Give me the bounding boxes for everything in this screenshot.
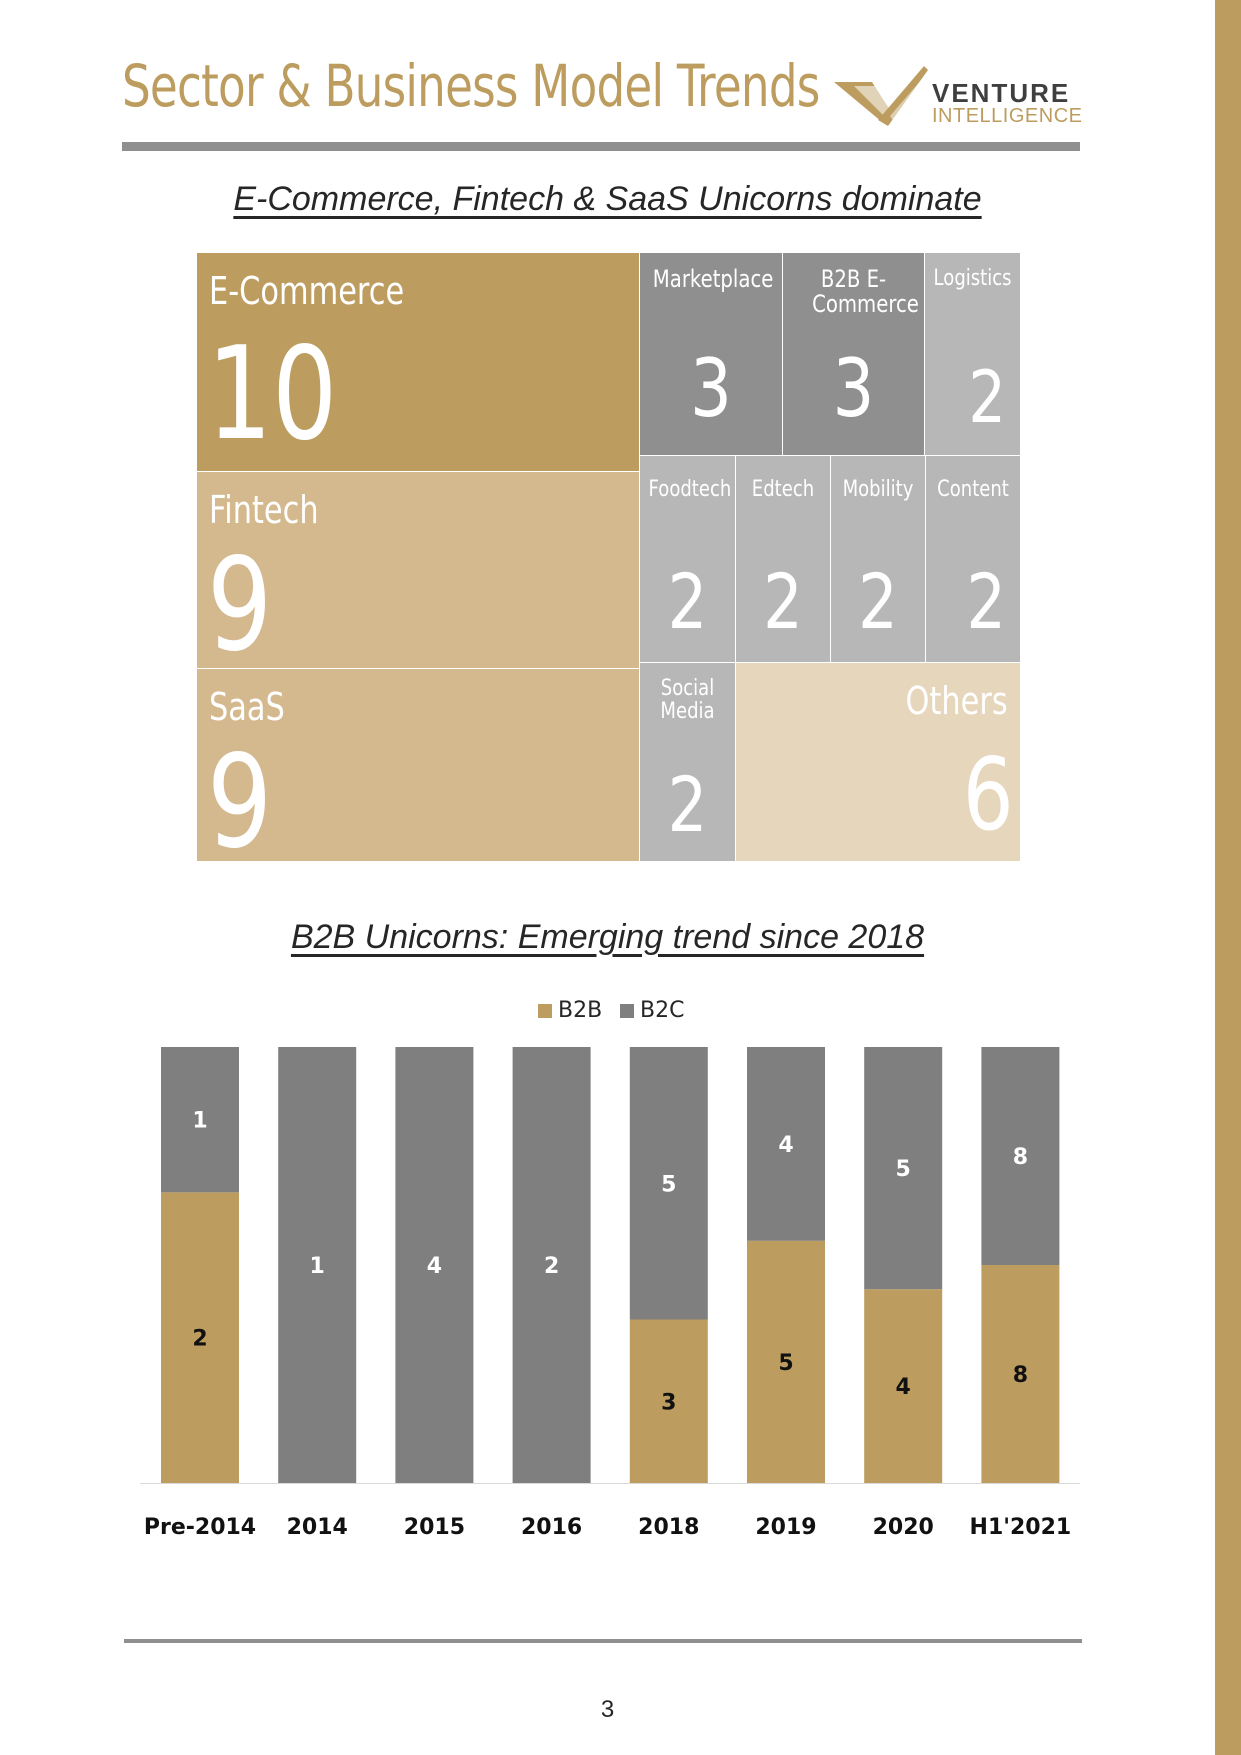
bar-b2b-7 bbox=[981, 1265, 1060, 1483]
header-divider bbox=[122, 142, 1080, 151]
x-tick-label-7: H1'2021 bbox=[970, 1515, 1072, 1540]
treemap-tile-content: Content 2 bbox=[925, 455, 1021, 663]
tile-label: E-Commerce bbox=[209, 269, 405, 313]
tile-value: 3 bbox=[832, 342, 875, 435]
data-label-b2c-5: 4 bbox=[778, 1133, 793, 1158]
bar-b2c-1 bbox=[278, 1047, 357, 1483]
tile-label: Marketplace bbox=[652, 265, 774, 293]
tile-value: 2 bbox=[858, 557, 898, 646]
x-tick-label-2: 2015 bbox=[404, 1515, 465, 1540]
page-title: Sector & Business Model Trends bbox=[122, 52, 820, 120]
treemap-tile-others: Others 6 bbox=[735, 662, 1021, 862]
tile-value: 6 bbox=[963, 736, 1014, 853]
x-tick-label-0: Pre-2014 bbox=[144, 1515, 256, 1540]
treemap-tile-logistics: Logistics 2 bbox=[924, 252, 1021, 456]
data-label-b2b-7: 8 bbox=[1013, 1363, 1028, 1388]
tile-label: Edtech bbox=[751, 477, 815, 502]
tile-value: 2 bbox=[667, 557, 708, 646]
tile-value: 2 bbox=[763, 557, 803, 646]
x-tick-label-5: 2019 bbox=[755, 1515, 816, 1540]
tile-value: 9 bbox=[207, 531, 273, 669]
data-label-b2c-3: 2 bbox=[544, 1254, 559, 1279]
data-label-b2b-4: 3 bbox=[661, 1390, 676, 1415]
x-tick-label-3: 2016 bbox=[521, 1515, 582, 1540]
chart-legend: B2B B2C bbox=[538, 998, 684, 1023]
bar-b2c-3 bbox=[512, 1047, 591, 1483]
bar-b2c-5 bbox=[747, 1047, 825, 1241]
bar-b2b-5 bbox=[747, 1240, 825, 1483]
tile-label: Social Media bbox=[660, 676, 715, 725]
treemap-tile-ecommerce: E-Commerce 10 bbox=[196, 252, 640, 472]
venture-intelligence-logo: VENTURE INTELLIGENCE bbox=[832, 62, 1082, 132]
tile-label: Content bbox=[937, 477, 1009, 502]
logo-word-venture: VENTURE bbox=[932, 78, 1071, 108]
treemap-tile-mobility: Mobility 2 bbox=[830, 455, 926, 663]
tile-value: 2 bbox=[968, 355, 1006, 439]
treemap-tile-saas: SaaS 9 bbox=[196, 668, 640, 862]
data-label-b2c-0: 1 bbox=[192, 1109, 207, 1134]
tile-label: B2B E-Commerce bbox=[812, 265, 919, 319]
bar-b2c-0 bbox=[161, 1047, 239, 1193]
tile-value: 3 bbox=[690, 342, 732, 435]
data-label-b2c-7: 8 bbox=[1013, 1145, 1028, 1170]
side-accent-bar bbox=[1215, 0, 1241, 1755]
tile-value: 9 bbox=[207, 728, 273, 862]
b2b-b2c-stacked-bar-chart: B2B B2C 2 1 Pre-2014 1 2014 4 2015 2 2016 3 5 2018 5 4 2… bbox=[140, 998, 1080, 1540]
data-label-b2c-6: 5 bbox=[896, 1157, 911, 1182]
page-number: 3 bbox=[600, 1696, 615, 1723]
data-label-b2b-5: 5 bbox=[778, 1351, 793, 1376]
footer-divider bbox=[124, 1639, 1082, 1643]
bar-b2b-0 bbox=[161, 1192, 239, 1483]
treemap-tile-edtech: Edtech 2 bbox=[735, 455, 831, 663]
bar-b2b-4 bbox=[629, 1319, 708, 1483]
tile-label: Others bbox=[905, 679, 1008, 723]
tile-value: 2 bbox=[667, 760, 708, 849]
legend-label-b2c: B2C bbox=[640, 998, 684, 1023]
legend-swatch-b2b bbox=[538, 1004, 552, 1018]
tile-value: 10 bbox=[207, 320, 338, 469]
bar-b2c-4 bbox=[629, 1047, 708, 1320]
bar-chart-title: B2B Unicorns: Emerging trend since 2018 bbox=[290, 918, 925, 956]
legend-swatch-b2c bbox=[620, 1004, 634, 1018]
bar-b2b-6 bbox=[864, 1289, 943, 1483]
x-tick-label-1: 2014 bbox=[287, 1515, 348, 1540]
tile-label: Foodtech bbox=[648, 477, 732, 502]
checkmark-logo-icon bbox=[834, 66, 930, 126]
bar-b2c-6 bbox=[864, 1047, 943, 1290]
logo-word-intelligence: INTELLIGENCE bbox=[932, 105, 1083, 127]
x-tick-label-6: 2020 bbox=[873, 1515, 934, 1540]
bar-b2c-2 bbox=[395, 1047, 474, 1483]
treemap-tile-fintech: Fintech 9 bbox=[196, 471, 640, 669]
tile-label: Mobility bbox=[842, 477, 914, 502]
treemap-tile-social-media: Social Media 2 bbox=[639, 662, 736, 862]
legend-label-b2b: B2B bbox=[558, 998, 602, 1023]
tile-label: Logistics bbox=[933, 266, 1012, 291]
sector-treemap: E-Commerce 10 Fintech 9 SaaS 9 Marketpla… bbox=[196, 252, 1021, 862]
treemap-tile-marketplace: Marketplace 3 bbox=[639, 252, 783, 456]
tile-label: Fintech bbox=[209, 488, 319, 532]
bar-b2c-7 bbox=[981, 1047, 1060, 1265]
data-label-b2b-0: 2 bbox=[192, 1327, 207, 1352]
x-tick-label-4: 2018 bbox=[638, 1515, 699, 1540]
treemap-tile-b2b-ecommerce: B2B E-Commerce 3 bbox=[782, 252, 925, 456]
treemap-tile-foodtech: Foodtech 2 bbox=[639, 455, 736, 663]
data-label-b2c-4: 5 bbox=[661, 1172, 676, 1197]
tile-label: SaaS bbox=[209, 685, 285, 729]
treemap-title: E-Commerce, Fintech & SaaS Unicorns domi… bbox=[233, 180, 982, 218]
tile-value: 2 bbox=[966, 557, 1007, 646]
data-label-b2c-1: 1 bbox=[310, 1254, 325, 1279]
data-label-b2b-6: 4 bbox=[896, 1375, 911, 1400]
data-label-b2c-2: 4 bbox=[427, 1254, 442, 1279]
